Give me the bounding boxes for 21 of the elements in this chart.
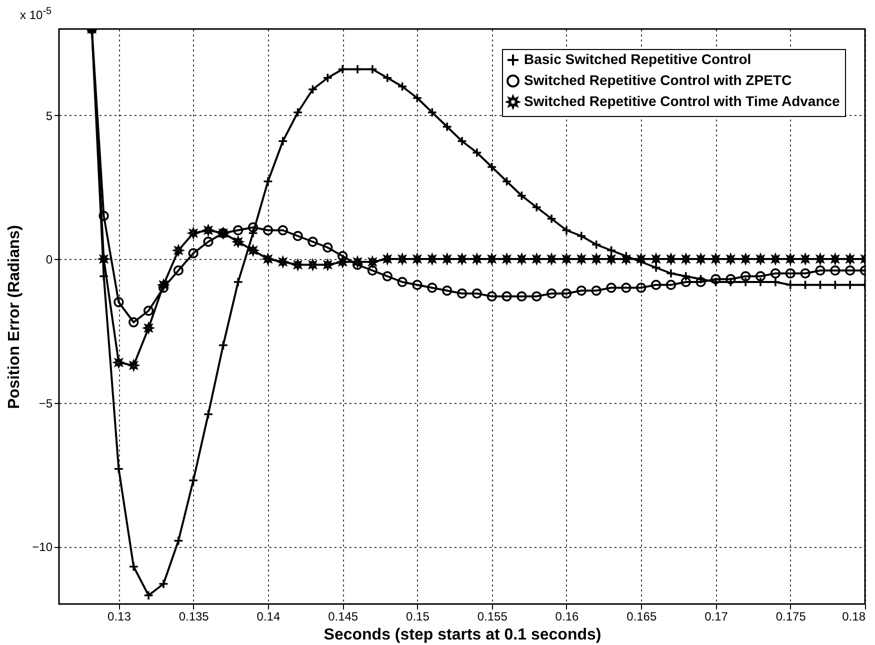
x-tick-label: 0.175 <box>776 610 806 624</box>
x-tick-label: 0.14 <box>256 610 280 624</box>
x-tick-label: 0.13 <box>108 610 132 624</box>
x-tick-label: 0.15 <box>406 610 430 624</box>
y-axis-title: Position Error (Radians) <box>6 224 24 410</box>
legend-label: Switched Repetitive Control with Time Advance <box>524 93 840 109</box>
x-tick-label: 0.18 <box>842 610 866 624</box>
legend-label: Basic Switched Repetitive Control <box>524 51 752 67</box>
x-tick-label: 0.17 <box>704 610 728 624</box>
x-tick-label: 0.16 <box>555 610 579 624</box>
y-tick-label: 5 <box>46 108 53 123</box>
legend-label: Switched Repetitive Control with ZPETC <box>524 72 792 88</box>
y-tick-label: 0 <box>46 252 53 266</box>
text: x 10$^{-5}$ <box>20 6 52 22</box>
y-tick-label: −5 <box>38 396 53 410</box>
x-tick-label: 0.165 <box>626 610 657 624</box>
x-axis-title: Seconds (step starts at 0.1 seconds) <box>324 626 602 644</box>
x-tick-label: 0.135 <box>178 610 210 624</box>
y-tick-label: −10 <box>32 540 53 554</box>
x-tick-label: 0.155 <box>477 610 508 624</box>
x-tick-label: 0.145 <box>328 610 358 624</box>
